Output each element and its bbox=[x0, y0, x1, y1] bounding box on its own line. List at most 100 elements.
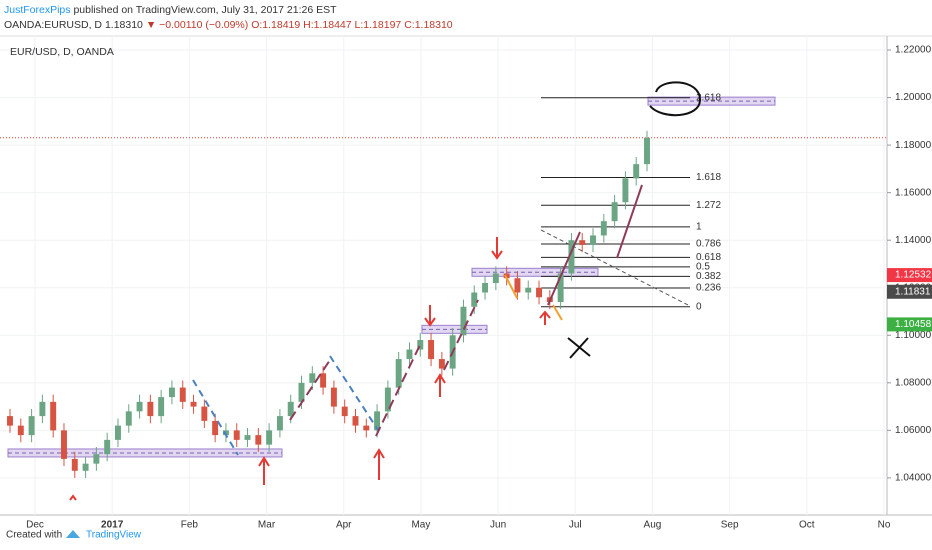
x-tick-label: Apr bbox=[336, 520, 352, 531]
x-tick-label: No bbox=[878, 520, 891, 531]
candle-body bbox=[492, 273, 499, 283]
x-tick-label: Aug bbox=[644, 520, 662, 531]
arrow-up bbox=[539, 310, 551, 325]
arrow-down bbox=[491, 237, 503, 260]
candle-body bbox=[212, 420, 219, 436]
price-tag bbox=[887, 268, 932, 283]
price-tag-label: 1.10458 bbox=[895, 319, 932, 330]
published: published on TradingView.com, July 31, 2… bbox=[73, 4, 337, 16]
candle-body bbox=[93, 454, 100, 464]
candle-body bbox=[633, 164, 640, 179]
candle-body bbox=[438, 359, 445, 369]
candle-body bbox=[125, 411, 132, 426]
y-tick-label: 1.14000 bbox=[895, 235, 932, 246]
trend-line bbox=[616, 184, 643, 259]
fib-label: 1 bbox=[696, 222, 702, 233]
candle-body bbox=[114, 425, 121, 440]
candle-body bbox=[568, 240, 575, 274]
candle-body bbox=[406, 349, 413, 360]
dashed-trend bbox=[375, 344, 421, 437]
fib-label: 0 bbox=[696, 301, 702, 312]
y-tick-label: 1.10000 bbox=[895, 330, 932, 341]
candle-body bbox=[644, 137, 650, 165]
candle-body bbox=[71, 458, 78, 471]
x-tick-label: Jul bbox=[569, 520, 582, 531]
candle-body bbox=[50, 401, 57, 431]
arrow-up bbox=[434, 373, 446, 397]
candle-body bbox=[222, 430, 229, 436]
candle-body bbox=[417, 340, 424, 350]
candle-body bbox=[7, 416, 13, 426]
trend-line bbox=[547, 231, 581, 306]
dashed-trend bbox=[443, 299, 479, 371]
cross-mark bbox=[567, 337, 591, 359]
y-tick-label: 1.22000 bbox=[895, 45, 932, 56]
x-tick-label: Jun bbox=[490, 520, 506, 531]
arrow-up bbox=[258, 456, 270, 485]
candle-body bbox=[168, 387, 175, 398]
candle-body bbox=[17, 425, 24, 436]
x-tick-label: Sep bbox=[721, 520, 739, 531]
candle-body bbox=[352, 416, 359, 426]
header-line: JustForexPips published on TradingView.c… bbox=[4, 4, 337, 16]
fib-label: 0.5 bbox=[696, 261, 710, 272]
candle-body bbox=[266, 430, 273, 445]
candle-body bbox=[384, 387, 391, 412]
x-tick-label: Feb bbox=[181, 520, 199, 531]
symbol-label: EUR/USD, D, OANDA bbox=[10, 46, 114, 58]
trend-line bbox=[504, 274, 518, 299]
x-tick-label: 2017 bbox=[101, 520, 124, 531]
price-tag bbox=[887, 317, 932, 332]
fib-label: 0.618 bbox=[696, 252, 721, 263]
ohlc-close: C:1.18310 bbox=[404, 19, 453, 31]
price-tag-label: 1.12532 bbox=[895, 270, 932, 281]
candle-body bbox=[287, 401, 294, 417]
candle-body bbox=[471, 292, 478, 307]
footer-brand: TradingView bbox=[86, 530, 142, 541]
y-tick-label: 1.04000 bbox=[895, 473, 932, 484]
dashed-trend bbox=[192, 379, 239, 456]
arrow-up bbox=[373, 448, 385, 480]
candle-body bbox=[514, 278, 521, 293]
fib-label: 0.786 bbox=[696, 239, 721, 250]
fib-label: 1.618 bbox=[696, 172, 721, 183]
trend-line bbox=[552, 304, 563, 321]
candle-body bbox=[233, 430, 240, 440]
arrow-down bbox=[424, 305, 436, 327]
candle-body bbox=[557, 273, 564, 303]
candle-body bbox=[309, 373, 316, 383]
candle-body bbox=[503, 273, 510, 279]
price: 1.18310 bbox=[105, 19, 143, 31]
candle-body bbox=[276, 416, 283, 431]
fib-label: 0.382 bbox=[696, 271, 721, 282]
author: JustForexPips bbox=[4, 4, 71, 16]
candle-body bbox=[622, 178, 629, 203]
price-tag bbox=[887, 284, 932, 299]
candle-body bbox=[82, 463, 89, 471]
x-tick-label: May bbox=[411, 520, 430, 531]
candle-body bbox=[244, 435, 251, 440]
candle-body bbox=[460, 306, 467, 336]
fib-label: 2.618 bbox=[696, 92, 721, 103]
x-tick-label: Dec bbox=[26, 520, 44, 531]
candle-body bbox=[158, 397, 165, 417]
candle-body bbox=[579, 240, 586, 245]
y-tick-label: 1.16000 bbox=[895, 187, 932, 198]
dashed-trend bbox=[289, 359, 331, 421]
fib-label: 1.272 bbox=[696, 200, 721, 211]
candle-body bbox=[395, 359, 402, 388]
symbol: OANDA:EURUSD, D bbox=[4, 19, 102, 31]
candle-body bbox=[39, 401, 46, 417]
ohlc-low: L:1.18197 bbox=[355, 19, 402, 31]
candle-body bbox=[600, 221, 607, 236]
candle-body bbox=[330, 387, 337, 407]
x-tick-label: Oct bbox=[799, 520, 815, 531]
ohlc-open: O:1.18419 bbox=[251, 19, 300, 31]
brand-logo bbox=[66, 530, 80, 538]
y-tick-label: 1.06000 bbox=[895, 425, 932, 436]
candle-body bbox=[320, 373, 327, 388]
price-tag-label: 1.11831 bbox=[895, 286, 931, 297]
circle-mark bbox=[649, 81, 702, 117]
